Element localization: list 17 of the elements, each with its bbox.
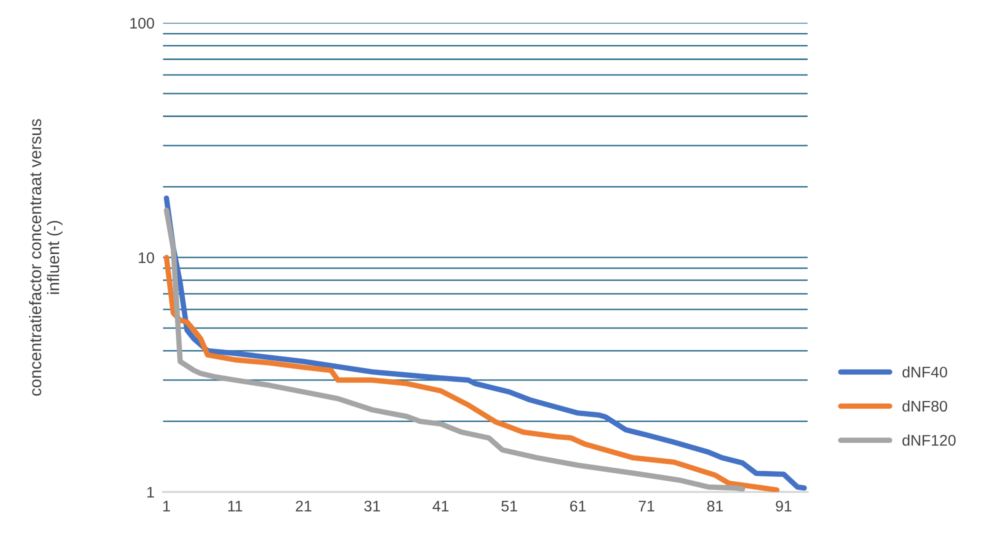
x-tick-label: 21: [296, 500, 312, 512]
legend-label: dNF80: [902, 400, 948, 412]
x-tick-label: 41: [432, 500, 449, 512]
y-tick-label: 100: [130, 18, 154, 29]
x-tick-label: 81: [707, 500, 723, 512]
legend-label: dNF120: [902, 434, 956, 446]
x-tick-label: 31: [364, 500, 380, 512]
x-tick-label: 51: [501, 500, 518, 512]
x-tick-label: 91: [776, 500, 792, 512]
x-tick-label: 71: [638, 500, 654, 512]
y-tick-label: 10: [138, 252, 154, 264]
legend-label: dNF40: [902, 366, 948, 378]
x-tick-label: 61: [570, 500, 586, 512]
x-tick-label: 11: [228, 500, 242, 512]
y-tick-label: 1: [147, 486, 154, 498]
x-tick-label: 1: [163, 500, 170, 512]
y-axis-title: concentratiefactor concentraat versus influent (-): [29, 119, 63, 396]
